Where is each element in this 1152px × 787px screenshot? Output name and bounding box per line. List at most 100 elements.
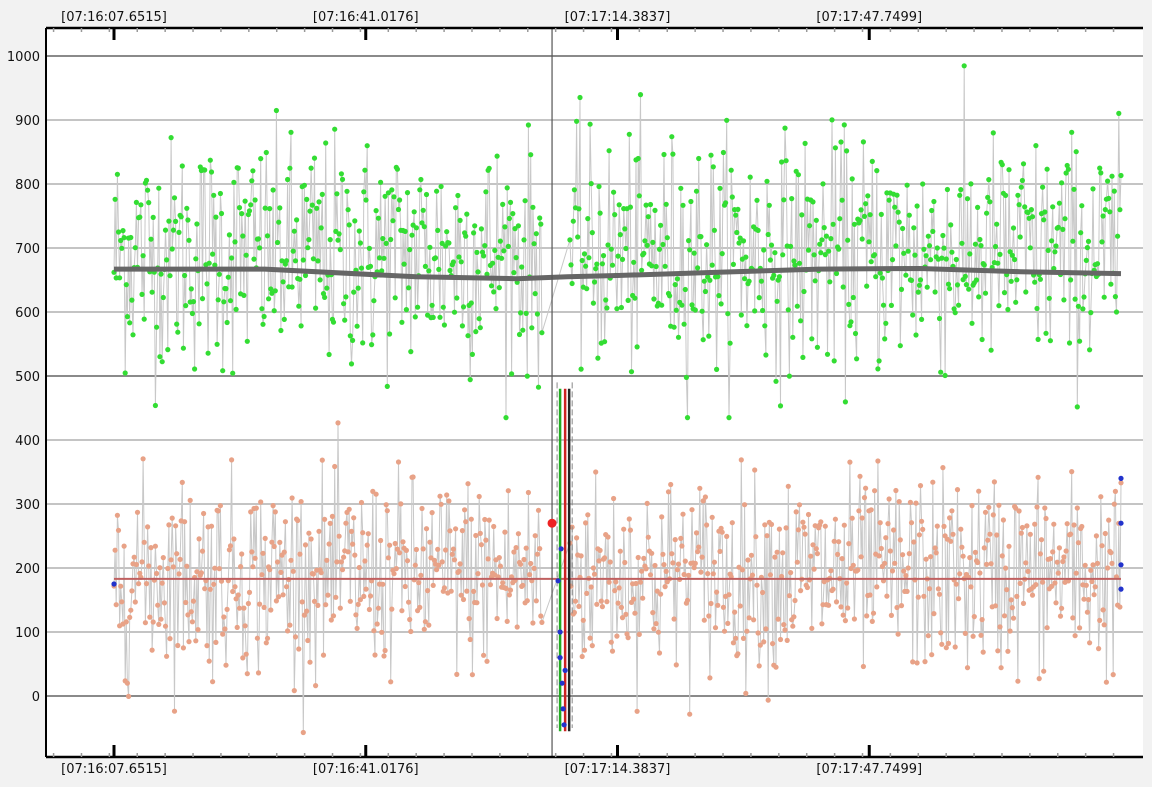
data-point [626,516,632,522]
data-point [118,237,124,244]
data-point [533,598,539,604]
data-point [590,565,597,571]
data-point [1077,338,1083,344]
data-point [1099,239,1105,245]
data-point [768,242,775,248]
data-point [199,296,206,302]
data-point [534,311,541,317]
data-point [283,584,290,590]
data-point [978,632,984,638]
data-point [908,520,915,526]
data-point [384,383,390,389]
data-point [1027,531,1033,537]
data-point [220,368,226,374]
series-line [113,422,1122,733]
data-point [768,521,775,528]
data-point [224,606,230,613]
data-point [777,636,784,643]
data-point [119,599,125,605]
data-point [242,198,248,204]
data-point [876,553,882,559]
data-point [1041,217,1047,223]
data-point [794,559,800,565]
data-point [220,631,226,637]
data-point [353,612,359,618]
data-point [692,560,698,567]
data-point [682,558,688,564]
data-point [675,561,682,567]
data-point [450,259,456,265]
data-point [842,399,849,405]
data-point [622,559,628,566]
data-point [147,614,153,620]
data-point [363,197,369,203]
data-point [1049,238,1055,244]
data-point [378,537,384,544]
data-point [845,605,851,611]
data-point [315,602,321,609]
data-point [719,529,725,535]
data-point [710,164,716,170]
data-point [1049,583,1055,590]
data-point [589,230,595,236]
data-point [791,614,797,620]
data-point [682,286,688,293]
data-point [757,642,763,648]
data-point [818,250,824,256]
data-point [623,611,629,618]
data-point [1032,279,1038,285]
data-point [395,459,402,465]
data-point [840,612,846,618]
data-point [738,457,744,463]
data-point [277,205,283,211]
data-point [754,197,760,203]
data-point [300,257,306,263]
data-point [467,636,473,643]
data-point [465,333,471,339]
data-point [269,539,275,545]
data-point [164,257,170,263]
data-point [196,321,202,327]
data-point [492,247,498,253]
data-point [932,289,938,295]
data-point [833,599,840,605]
data-point [845,237,851,243]
data-point [329,513,335,520]
data-point [896,499,902,505]
data-point [872,488,878,494]
data-point [360,340,366,346]
data-point [641,555,647,562]
data-point [408,628,414,635]
data-point [969,320,975,326]
data-point [435,227,441,233]
data-point [934,523,940,529]
data-point [422,263,428,269]
data-point [783,158,789,164]
data-point [503,585,509,592]
data-point [809,336,815,342]
data-point [166,522,172,528]
data-point [223,286,229,292]
data-point [892,204,898,210]
data-point [997,624,1003,630]
data-point [255,236,262,242]
data-point [645,534,651,540]
data-point [590,300,597,306]
data-point [443,547,449,553]
data-point [1019,177,1025,184]
data-point [276,594,282,600]
data-point [912,252,918,258]
data-point [413,225,419,231]
data-point [1013,299,1019,305]
data-point [305,245,311,251]
data-point [121,235,127,241]
data-point [781,622,787,628]
data-point [790,334,796,340]
data-point [1009,252,1015,258]
y-tick-label: 200 [15,562,40,577]
data-point [328,617,334,623]
data-point [513,255,519,261]
data-point [173,218,179,224]
data-point [821,225,827,231]
data-point [765,697,771,703]
